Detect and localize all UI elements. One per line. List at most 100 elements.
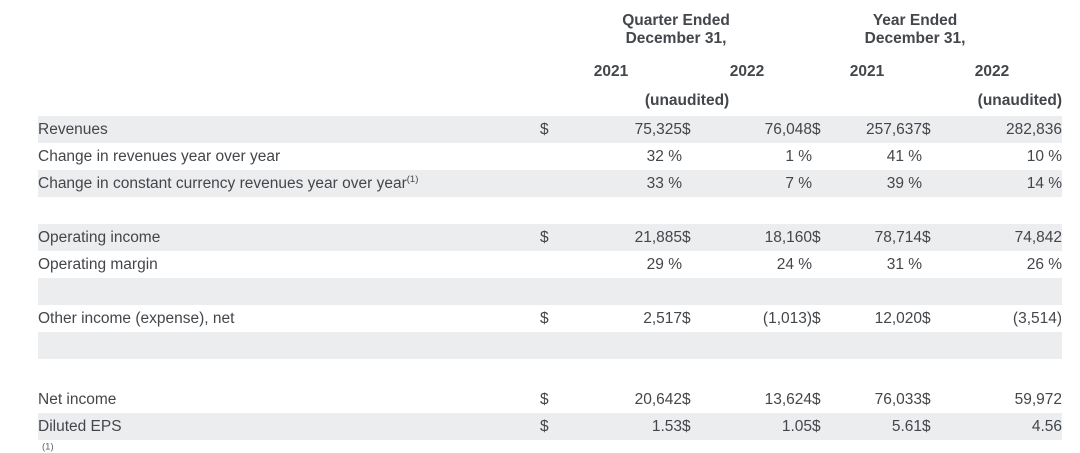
dollar-sign-cell bbox=[682, 197, 702, 224]
dollar-sign-cell bbox=[922, 170, 947, 197]
row-label bbox=[38, 197, 540, 224]
value-cell: 282,836 bbox=[946, 116, 1063, 143]
value-cell: 7 % bbox=[702, 170, 813, 197]
dollar-sign-cell: $ bbox=[812, 116, 827, 143]
footnote-ref-mark: (1) bbox=[42, 441, 54, 453]
dollar-sign-cell bbox=[682, 251, 702, 278]
empty-cell bbox=[38, 12, 540, 58]
value-cell: 1.53 bbox=[566, 413, 682, 440]
dollar-sign-cell bbox=[922, 143, 946, 170]
value-cell: 18,160 bbox=[702, 224, 813, 251]
dollar-sign-cell bbox=[812, 278, 827, 305]
dollar-sign-cell bbox=[812, 170, 827, 197]
value-cell: 257,637 bbox=[826, 116, 923, 143]
dollar-sign-cell bbox=[922, 332, 947, 359]
dollar-sign-cell: $ bbox=[812, 390, 821, 408]
value-cell bbox=[826, 359, 922, 386]
year-ended-header: Year Ended December 31, bbox=[812, 12, 1062, 58]
spacer-row bbox=[38, 332, 1063, 359]
value-cell: 20,642 bbox=[634, 390, 682, 408]
value-cell: 21,885 bbox=[566, 224, 682, 251]
value-cell bbox=[826, 332, 923, 359]
dollar-sign-cell bbox=[812, 197, 826, 224]
quarter-ended-line2: December 31, bbox=[625, 30, 727, 47]
value-cell bbox=[946, 359, 1062, 386]
row-label: Net income bbox=[38, 390, 117, 408]
value-cell: 24 % bbox=[776, 255, 813, 273]
dollar-sign-cell: $ bbox=[682, 413, 702, 440]
row-label: Operating income bbox=[38, 224, 540, 251]
table-body: Revenues $75,325 $76,048 $257,637 $282,836 Ch… bbox=[38, 116, 1063, 440]
value-cell: 14 % bbox=[946, 170, 1063, 197]
table-row: Operating margin 29 % 24 % 31 % 26 % bbox=[38, 251, 1062, 278]
value-cell: 13,624 bbox=[764, 390, 813, 408]
value-cell: 76,048 bbox=[702, 116, 813, 143]
empty-cell bbox=[38, 86, 540, 116]
dollar-sign-cell bbox=[540, 143, 566, 170]
row-label: Change in revenues year over year bbox=[38, 147, 281, 165]
table-row: Revenues $75,325 $76,048 $257,637 $282,836 bbox=[38, 116, 1063, 143]
value-cell: 10 % bbox=[1026, 147, 1063, 165]
dollar-sign-cell: $ bbox=[922, 390, 931, 408]
dollar-sign-cell: $ bbox=[540, 390, 549, 408]
dollar-sign-cell: $ bbox=[922, 413, 947, 440]
dollar-sign-cell: $ bbox=[812, 309, 821, 327]
dollar-sign-cell bbox=[682, 170, 702, 197]
value-cell: 41 % bbox=[886, 147, 923, 165]
dollar-sign-cell: $ bbox=[682, 116, 702, 143]
unaudited-header-row: (unaudited) (unaudited) bbox=[38, 86, 1062, 116]
dollar-sign-cell: $ bbox=[682, 224, 702, 251]
year-ended-line2: December 31, bbox=[864, 30, 966, 47]
value-cell: (1,013) bbox=[762, 309, 813, 327]
year-2021-header: 2021 bbox=[849, 63, 885, 80]
value-cell: 59,972 bbox=[1014, 390, 1063, 408]
dollar-sign-cell bbox=[812, 251, 826, 278]
value-cell: 2,517 bbox=[643, 309, 682, 327]
value-cell: 5.61 bbox=[826, 413, 923, 440]
dollar-sign-cell: $ bbox=[540, 309, 549, 327]
year-2022-header: 2022 bbox=[974, 63, 1010, 80]
value-cell: 39 % bbox=[826, 170, 923, 197]
row-label bbox=[38, 359, 540, 386]
dollar-sign-cell: $ bbox=[922, 224, 947, 251]
row-label: Change in constant currency revenues yea… bbox=[38, 170, 540, 197]
quarter-2021-header: 2021 bbox=[593, 63, 629, 80]
value-cell bbox=[946, 197, 1062, 224]
value-cell bbox=[566, 359, 682, 386]
value-cell: 75,325 bbox=[566, 116, 682, 143]
value-cell: 33 % bbox=[566, 170, 682, 197]
footnote-ref: (1) bbox=[406, 173, 419, 185]
year-header-row: 2021 2022 2021 2022 bbox=[38, 58, 1062, 86]
quarter-ended-header: Quarter Ended December 31, bbox=[540, 12, 812, 58]
quarter-2022-header: 2022 bbox=[729, 63, 765, 80]
row-label bbox=[38, 278, 540, 305]
dollar-sign-cell bbox=[922, 359, 946, 386]
value-cell: 26 % bbox=[1026, 255, 1063, 273]
dollar-sign-cell bbox=[812, 143, 826, 170]
table-row: Change in revenues year over year 32 % 1 %… bbox=[38, 143, 1062, 170]
row-label: Revenues bbox=[38, 116, 540, 143]
table-row: Change in constant currency revenues yea… bbox=[38, 170, 1063, 197]
dollar-sign-cell bbox=[540, 359, 566, 386]
value-cell: 74,842 bbox=[946, 224, 1063, 251]
dollar-sign-cell: $ bbox=[682, 390, 691, 408]
dollar-sign-cell: $ bbox=[812, 413, 827, 440]
quarter-ended-line1: Quarter Ended bbox=[622, 12, 730, 29]
dollar-sign-cell: $ bbox=[540, 224, 566, 251]
value-cell bbox=[826, 197, 922, 224]
value-cell bbox=[826, 278, 923, 305]
dollar-sign-cell bbox=[540, 251, 566, 278]
value-cell: 4.56 bbox=[946, 413, 1063, 440]
dollar-sign-cell bbox=[540, 170, 566, 197]
value-cell: 1.05 bbox=[702, 413, 813, 440]
value-cell bbox=[702, 197, 812, 224]
dollar-sign-cell: $ bbox=[922, 309, 931, 327]
dollar-sign-cell: $ bbox=[682, 309, 691, 327]
value-cell bbox=[566, 197, 682, 224]
year-unaudited-label: (unaudited) bbox=[977, 92, 1063, 109]
dollar-sign-cell bbox=[812, 359, 826, 386]
dollar-sign-cell bbox=[922, 278, 947, 305]
value-cell: 12,020 bbox=[874, 309, 923, 327]
value-cell: 76,033 bbox=[874, 390, 923, 408]
